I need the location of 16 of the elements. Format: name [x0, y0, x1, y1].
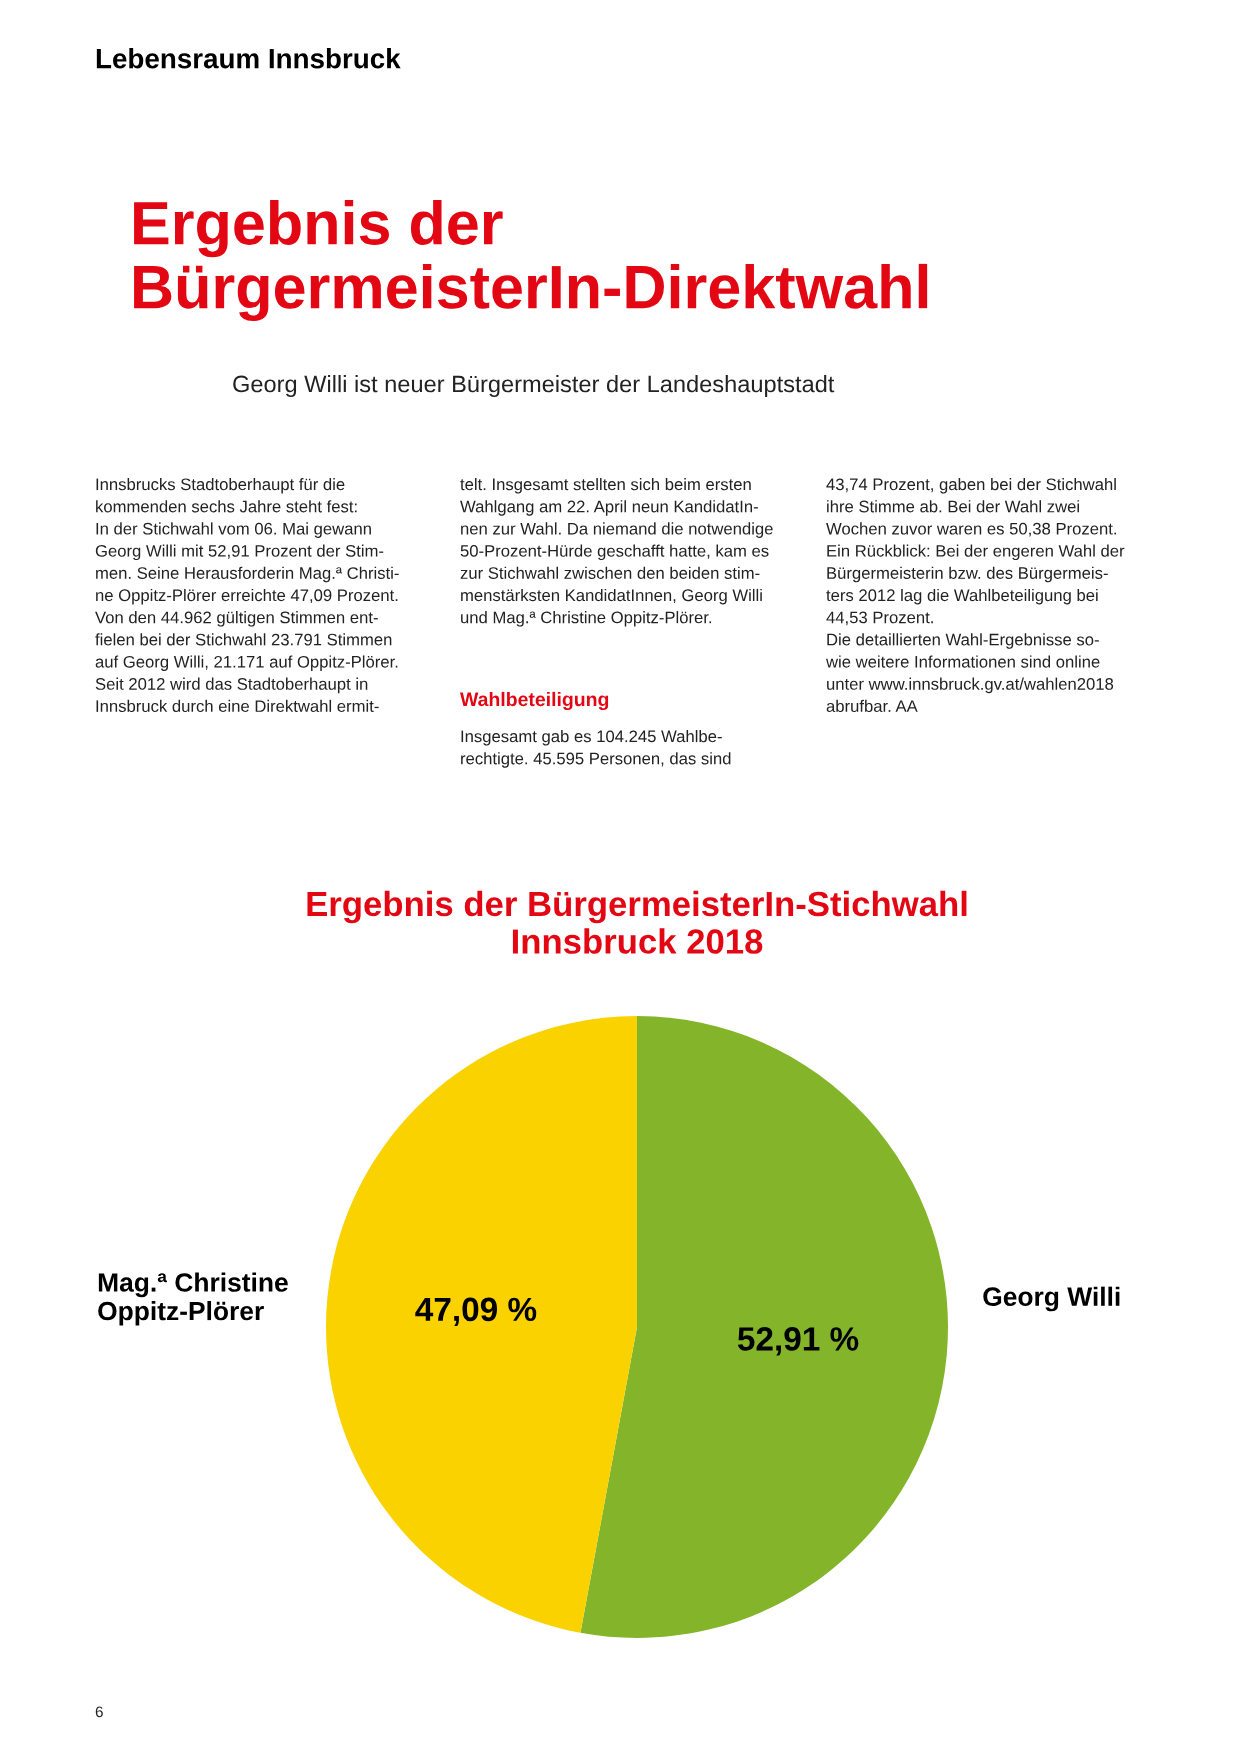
text: 6: [95, 1706, 103, 1718]
pie-slice: [326, 1016, 637, 1633]
slice-label: Georg Willi: [983, 1286, 1120, 1312]
data-label: 47,09 %: [415, 1297, 537, 1327]
text: 43,74 Prozent, gaben bei der Stichwahl ihre Stimme ab. Bei der Wahl zwei Wochen zuvor waren es 50,38 Prozent. Ein Rückblick: Bei der engeren Wahl der Bürgermeisterin bzw. des Bürgermeis- ters 2012 lag die Wahlbeteiligung bei 44,53 Prozent. Die detaillierten Wahl-Ergebnisse so- wie weitere Informationen sind online unter www.innsbruck.gv.at/wahlen2018 abrufbar. AA: [825, 478, 1125, 713]
text: Insgesamt gab es 104.245 Wahlbe- rechtigte. 45.595 Personen, das sind: [461, 730, 731, 768]
text: Georg Willi ist neuer Bürgermeister der Landeshauptstadt: [233, 374, 835, 398]
text: Innsbrucks Stadtoberhaupt für die kommenden sechs Jahre steht fest: In der Stichwahl vom 06. Mai gewann Georg Willi mit 52,91 Prozent der Stim- men. Seine Herausforderin Mag.ª Christi- ne Oppitz-Plörer erreichte 47,09 Prozent. Von den 44.962 gültigen Stimmen ent- fielen bei der Stichwahl 23.791 Stimmen auf Georg Willi, 21.171 auf Oppitz-Plörer. Seit 2012 wird das Stadtoberhaupt in Innsbruck durch eine Direktwahl ermit-: [95, 478, 399, 713]
pie-slice: [580, 1016, 948, 1638]
chart-title: Ergebnis der BürgermeisterIn-Stichwahl Innsbruck 2018: [307, 890, 967, 954]
text: telt. Insgesamt stellten sich beim ersten Wahlgang am 22. April neun KandidatIn- nen zur Wahl. Da niemand die notwendige 50-Prozent-Hürde geschafft hatte, kam es zur Stichwahl zwischen den beiden stim- menstärksten KandidatInnen, Georg Willi und Mag.ª Christine Oppitz-Plörer.: [460, 478, 773, 627]
slice-label: Mag.ª Christine Oppitz-Plörer: [98, 1272, 288, 1326]
text: Ergebnis der BürgermeisterIn-Direktwahl: [134, 200, 928, 322]
text: Wahlbeteiligung: [460, 691, 609, 711]
text: Lebensraum Innsbruck: [96, 48, 401, 69]
data-label: 52,91 %: [737, 1327, 859, 1356]
